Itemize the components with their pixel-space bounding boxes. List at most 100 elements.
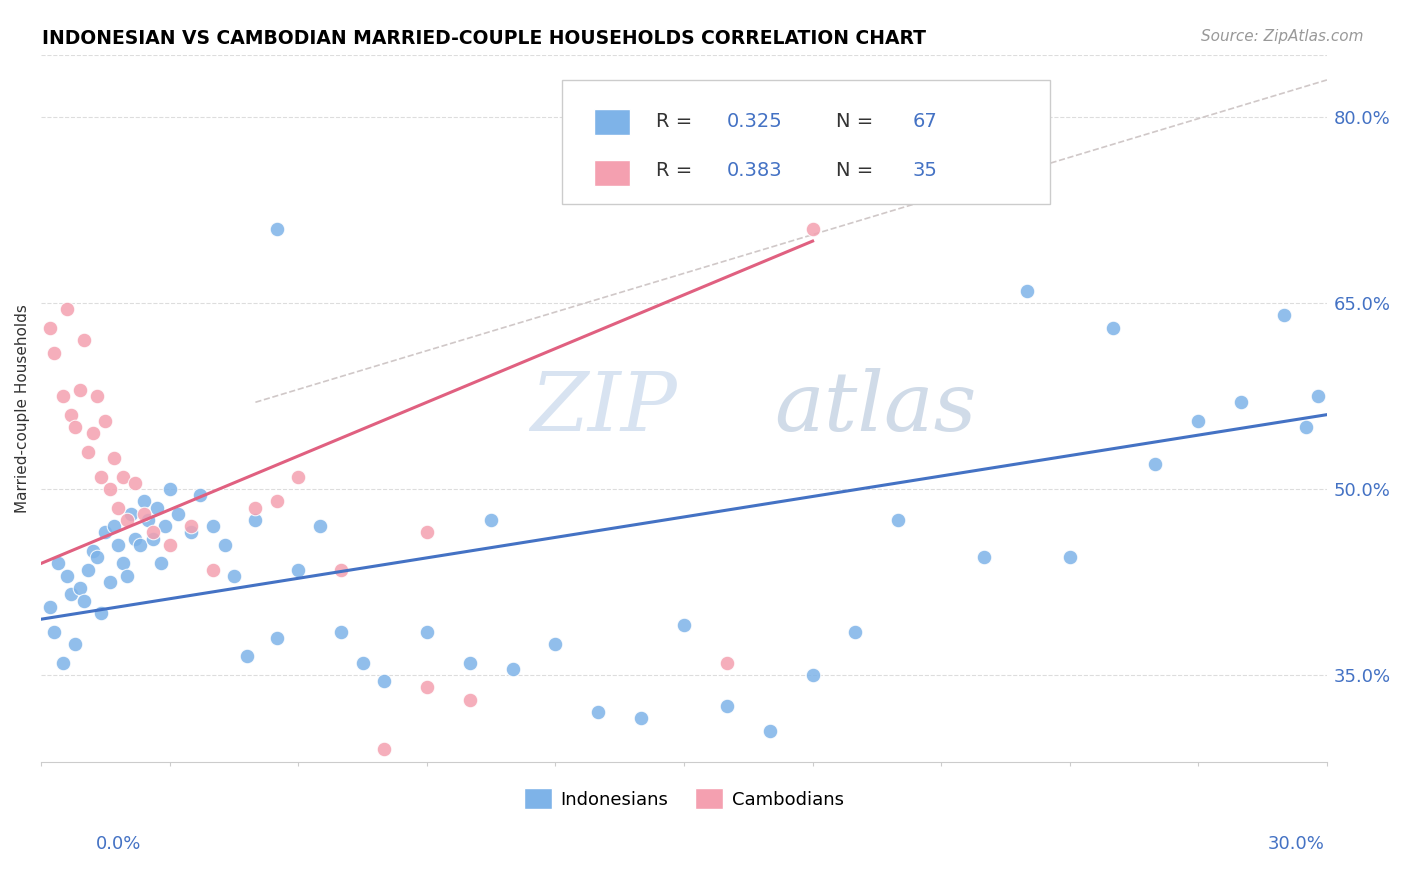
Point [201, 519, 224, 533]
Point [287, 469, 309, 483]
Point [716, 656, 738, 670]
Point [69, 383, 91, 397]
Point [73, 593, 96, 607]
Point [141, 525, 163, 540]
Point [266, 494, 288, 508]
Point [136, 513, 159, 527]
Point [51, 656, 73, 670]
Point [60, 408, 83, 422]
Text: 0.383: 0.383 [727, 161, 782, 179]
Point [65, 420, 87, 434]
Text: 30.0%: 30.0% [1268, 835, 1324, 853]
Text: 0.325: 0.325 [727, 112, 782, 131]
Point [94, 414, 117, 428]
Point [159, 538, 181, 552]
Y-axis label: Married-couple Households: Married-couple Households [15, 304, 30, 513]
Text: N =: N = [835, 112, 879, 131]
Point [1015, 284, 1038, 298]
Point [236, 649, 259, 664]
Point [103, 519, 125, 533]
Point [214, 538, 236, 552]
Point [111, 469, 134, 483]
Point [98, 482, 121, 496]
Point [38, 321, 60, 335]
Point [801, 668, 824, 682]
Text: 35: 35 [912, 161, 938, 179]
Point [416, 525, 439, 540]
Point [46, 557, 69, 571]
Point [180, 525, 202, 540]
Point [245, 513, 267, 527]
Point [1230, 395, 1253, 409]
Point [588, 705, 610, 719]
Text: 67: 67 [912, 112, 938, 131]
Text: INDONESIAN VS CAMBODIAN MARRIED-COUPLE HOUSEHOLDS CORRELATION CHART: INDONESIAN VS CAMBODIAN MARRIED-COUPLE H… [42, 29, 927, 47]
Text: 0.0%: 0.0% [96, 835, 141, 853]
Point [544, 637, 567, 651]
Point [77, 563, 100, 577]
Point [673, 618, 696, 632]
Point [758, 723, 780, 738]
FancyBboxPatch shape [593, 160, 630, 186]
Point [150, 557, 173, 571]
Point [1101, 321, 1123, 335]
Text: R =: R = [655, 161, 699, 179]
Point [352, 656, 374, 670]
Legend: Indonesians, Cambodians: Indonesians, Cambodians [517, 781, 851, 816]
Point [128, 538, 150, 552]
Point [479, 513, 502, 527]
Point [107, 538, 129, 552]
Point [416, 681, 439, 695]
Point [167, 507, 190, 521]
Point [458, 656, 481, 670]
Point [308, 519, 330, 533]
Point [103, 451, 125, 466]
Point [51, 389, 73, 403]
Point [1059, 550, 1081, 565]
Point [124, 532, 146, 546]
Point [98, 574, 121, 589]
Point [94, 525, 117, 540]
Point [716, 698, 738, 713]
Point [82, 544, 104, 558]
Point [266, 221, 288, 235]
Point [111, 557, 134, 571]
Point [132, 507, 155, 521]
Point [180, 519, 202, 533]
Point [115, 513, 138, 527]
Point [844, 624, 866, 639]
Point [77, 445, 100, 459]
FancyBboxPatch shape [562, 80, 1050, 203]
Point [266, 631, 288, 645]
Point [90, 606, 112, 620]
Point [146, 500, 169, 515]
Point [330, 563, 353, 577]
Point [42, 345, 65, 359]
Point [630, 767, 652, 781]
Point [373, 742, 395, 756]
Point [65, 637, 87, 651]
Point [887, 513, 910, 527]
Point [245, 500, 267, 515]
Point [124, 475, 146, 490]
Point [60, 587, 83, 601]
Text: R =: R = [655, 112, 699, 131]
Point [287, 563, 309, 577]
Point [107, 500, 129, 515]
Text: atlas: atlas [775, 368, 976, 449]
Point [416, 624, 439, 639]
FancyBboxPatch shape [593, 110, 630, 135]
Point [38, 599, 60, 614]
Point [458, 693, 481, 707]
Point [801, 221, 824, 235]
Point [201, 563, 224, 577]
Point [42, 624, 65, 639]
Point [90, 469, 112, 483]
Point [373, 674, 395, 689]
Point [973, 550, 995, 565]
Point [1272, 309, 1295, 323]
Point [159, 482, 181, 496]
Point [1187, 414, 1209, 428]
Point [82, 426, 104, 441]
Point [86, 550, 108, 565]
